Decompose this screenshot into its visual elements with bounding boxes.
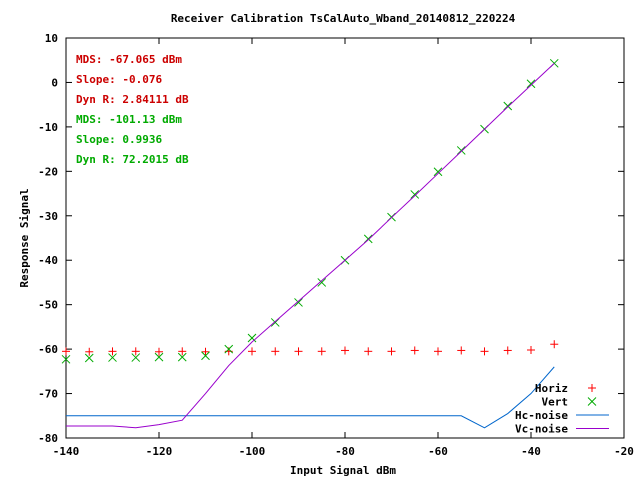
data-point-horiz	[364, 347, 373, 356]
data-point-vert	[294, 298, 303, 307]
marker-stroke	[61, 354, 71, 364]
data-point-vert	[84, 353, 94, 363]
annotation-text: MDS: -67.065 dBm	[76, 53, 182, 66]
data-point-horiz	[387, 347, 396, 356]
annotation-text: Dyn R: 72.2015 dB	[76, 153, 189, 166]
data-point-vert	[201, 351, 210, 361]
y-tick-label: -20	[38, 165, 58, 178]
marker-stroke	[224, 344, 234, 354]
data-point-horiz	[410, 346, 419, 355]
data-point-vert	[503, 101, 513, 111]
data-point-horiz	[480, 347, 489, 356]
chart-title: Receiver Calibration TsCalAuto_Wband_201…	[171, 12, 516, 25]
data-point-horiz	[527, 346, 535, 354]
x-tick-label: -140	[53, 445, 80, 458]
x-tick-label: -80	[335, 445, 355, 458]
legend-label-horiz: Horiz	[535, 382, 568, 395]
data-point-vert	[131, 353, 141, 362]
y-tick-label: -60	[38, 343, 58, 356]
marker-stroke	[108, 353, 117, 362]
data-point-vert	[526, 79, 536, 89]
y-tick-label: 10	[45, 32, 58, 45]
data-point-horiz	[341, 346, 349, 355]
marker-stroke	[526, 79, 536, 89]
data-point-horiz	[271, 347, 280, 356]
data-point-vert	[154, 352, 164, 362]
y-tick-label: -50	[38, 299, 58, 312]
marker-stroke	[433, 167, 443, 177]
marker-stroke	[587, 397, 597, 406]
legend-swatch-horiz	[588, 384, 596, 392]
marker-stroke	[131, 353, 141, 362]
data-point-horiz	[62, 347, 70, 356]
data-point-horiz	[178, 347, 187, 356]
data-point-vert	[456, 146, 466, 155]
annotation-text: MDS: -101.13 dBm	[76, 113, 182, 126]
y-axis-label: Response Signal	[18, 188, 31, 287]
x-tick-label: -60	[428, 445, 448, 458]
series-line-hc-noise	[66, 366, 555, 429]
data-point-vert	[108, 353, 117, 362]
marker-stroke	[317, 278, 327, 287]
x-tick-label: -120	[146, 445, 173, 458]
marker-stroke	[154, 352, 164, 362]
data-point-horiz	[457, 346, 466, 355]
data-point-vert	[317, 278, 327, 287]
annotation-text: Slope: 0.9936	[76, 133, 162, 146]
x-axis-label: Input Signal dBm	[290, 464, 396, 477]
data-point-horiz	[108, 347, 117, 356]
data-point-horiz	[155, 347, 163, 356]
data-point-vert	[247, 333, 257, 343]
series-points-horiz	[62, 340, 559, 356]
x-axis: -140 -120 -100 -80 -60 -40 -20	[53, 38, 634, 458]
data-point-horiz	[434, 347, 442, 356]
data-point-horiz	[503, 346, 512, 355]
y-tick-label: -40	[38, 254, 58, 267]
series-layer	[61, 58, 559, 429]
data-point-horiz	[248, 347, 256, 356]
marker-stroke	[503, 101, 513, 111]
y-tick-label: -70	[38, 388, 58, 401]
data-point-vert	[61, 354, 71, 364]
series-line-vc-noise	[66, 62, 555, 429]
annotations: MDS: -67.065 dBm Slope: -0.076 Dyn R: 2.84…	[76, 53, 189, 166]
y-tick-label: 0	[51, 76, 58, 89]
data-point-vert	[224, 344, 234, 354]
data-point-horiz	[201, 347, 210, 356]
x-tick-label: -100	[239, 445, 266, 458]
data-point-horiz	[550, 340, 559, 349]
data-point-horiz	[317, 347, 326, 356]
marker-stroke	[201, 351, 210, 361]
legend-label-vc-noise: Vc-noise	[515, 423, 568, 436]
x-tick-label: -20	[614, 445, 634, 458]
data-point-vert	[410, 190, 420, 199]
annotation-text: Slope: -0.076	[76, 73, 162, 86]
legend-label-vert: Vert	[542, 396, 569, 409]
x-tick-label: -40	[521, 445, 541, 458]
marker-stroke	[84, 353, 94, 363]
data-point-vert	[177, 352, 187, 362]
data-point-vert	[433, 167, 443, 177]
y-tick-label: -10	[38, 121, 58, 134]
marker-stroke	[456, 146, 466, 155]
data-point-horiz	[131, 347, 140, 356]
legend-swatch-vert	[587, 397, 597, 406]
marker-stroke	[294, 298, 303, 307]
data-point-horiz	[294, 347, 303, 356]
marker-stroke	[410, 190, 420, 199]
annotation-text: Dyn R: 2.84111 dB	[76, 93, 189, 106]
data-point-horiz	[85, 347, 94, 356]
y-axis: 10 0 -10 -20 -30 -40 -50 -60 -70 -80	[38, 32, 624, 445]
y-tick-label: -80	[38, 432, 58, 445]
marker-stroke	[247, 333, 257, 343]
y-tick-label: -30	[38, 210, 58, 223]
legend-label-hc-noise: Hc-noise	[515, 409, 568, 422]
marker-stroke	[177, 352, 187, 362]
